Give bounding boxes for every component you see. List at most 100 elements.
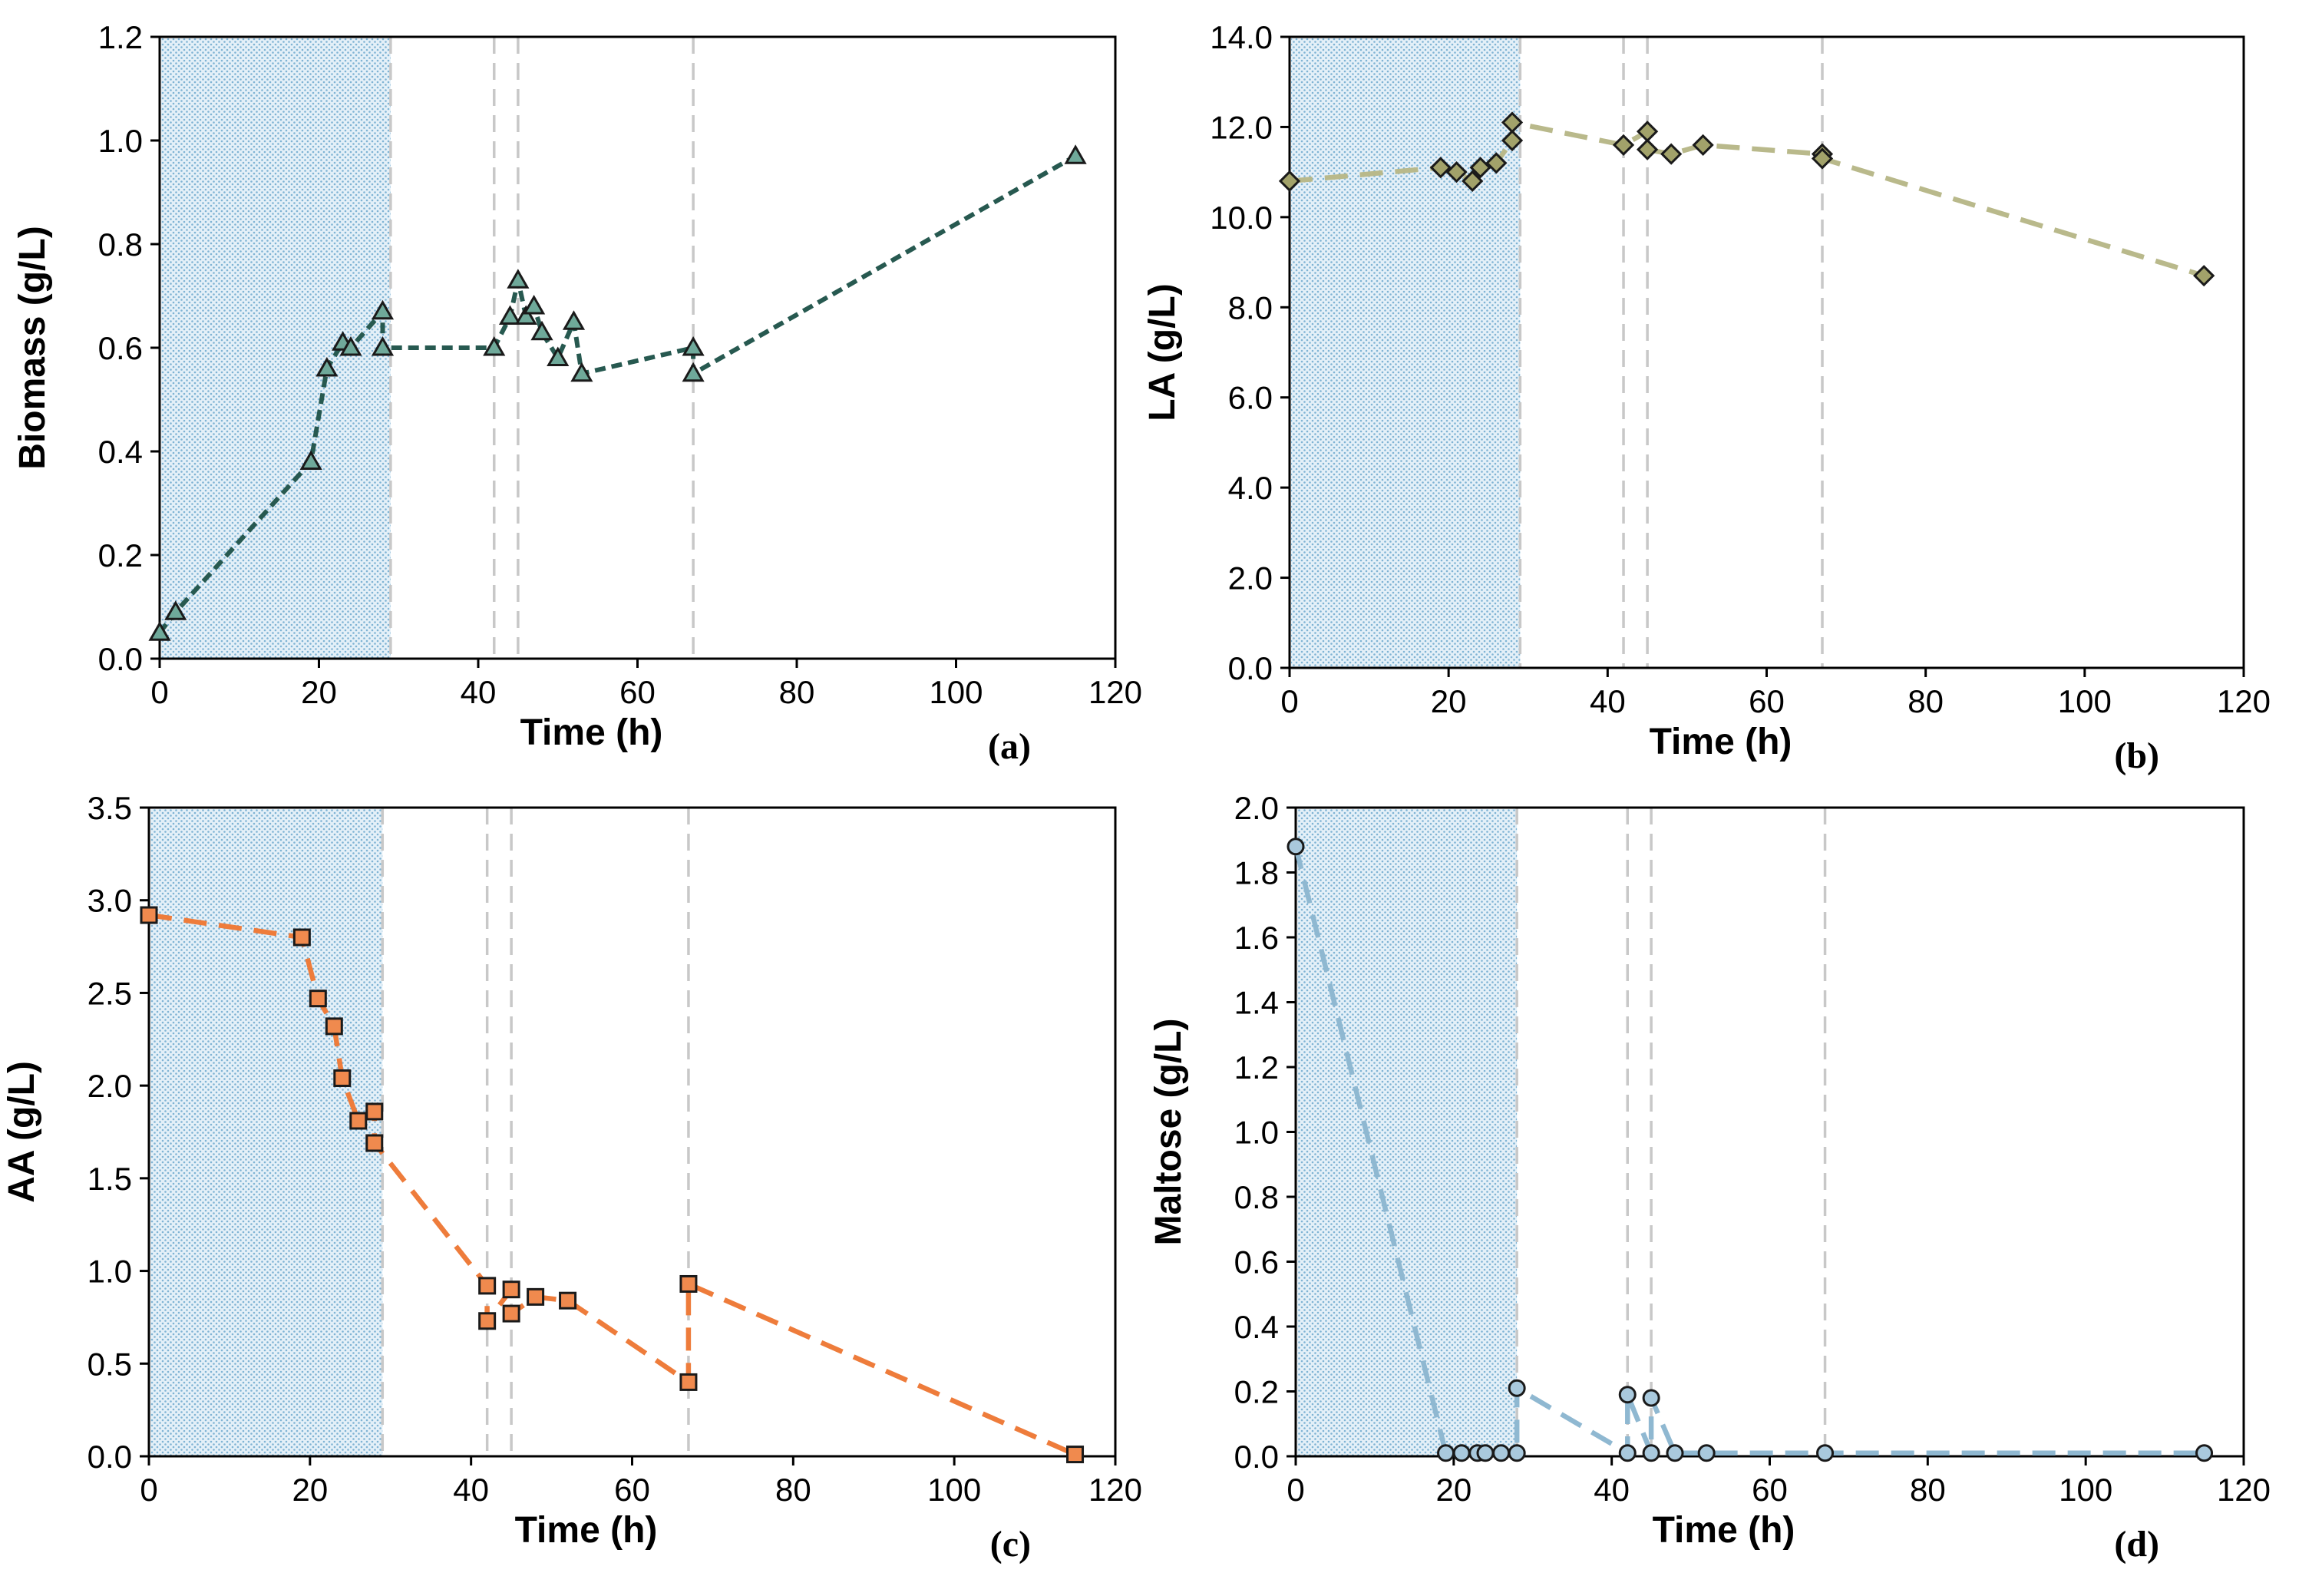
y-axis-title: AA (g/L) — [2, 1061, 42, 1203]
y-tick-label: 0.5 — [88, 1346, 132, 1382]
data-point — [570, 362, 593, 382]
y-tick-label: 10.0 — [1210, 200, 1273, 236]
data-point — [365, 1134, 384, 1152]
data-point — [1501, 129, 1524, 152]
y-tick-label: 0.0 — [1234, 1439, 1279, 1475]
y-tick-label: 1.6 — [1234, 920, 1279, 956]
y-tick-label: 12.0 — [1210, 109, 1273, 145]
data-point — [1278, 170, 1301, 193]
y-tick-label: 0.0 — [88, 1439, 132, 1475]
x-tick-label: 80 — [779, 674, 815, 710]
data-point — [1612, 134, 1635, 157]
panel-c: 0 20 40 60 80 100 120 0.0 0.5 1.0 1.5 2.0 2.5 3.0 3.5 T… — [2, 790, 1142, 1565]
y-tick-label: 1.0 — [98, 123, 143, 159]
data-point — [365, 1102, 384, 1121]
shaded-region — [150, 809, 383, 1456]
data-point — [371, 335, 395, 356]
y-tick-label: 0.8 — [1234, 1179, 1279, 1215]
data-point — [148, 621, 171, 641]
data-point — [371, 299, 395, 320]
data-point — [1469, 157, 1491, 179]
y-tick-label: 1.5 — [88, 1161, 132, 1197]
data-point — [339, 335, 362, 356]
panel-label: (a) — [988, 726, 1031, 767]
x-tick-label: 40 — [1594, 1472, 1630, 1508]
x-axis-title: Time (h) — [515, 1510, 658, 1551]
data-point — [679, 1274, 698, 1293]
data-point — [502, 1304, 520, 1323]
data-point — [1692, 134, 1714, 157]
data-point — [1697, 1444, 1716, 1462]
x-tick-label: 0 — [150, 674, 168, 710]
data-point — [315, 356, 339, 377]
data-point — [1816, 1444, 1835, 1462]
x-tick-label: 40 — [1590, 683, 1626, 719]
data-point — [527, 1287, 545, 1306]
x-tick-label: 80 — [1910, 1472, 1946, 1508]
y-tick-label: 0.4 — [1234, 1309, 1279, 1345]
data-point — [1508, 1444, 1526, 1462]
x-tick-label: 0 — [1280, 683, 1298, 719]
x-axis-title: Time (h) — [520, 712, 663, 753]
panel-label: (b) — [2114, 735, 2159, 776]
y-tick-label: 0.0 — [98, 641, 143, 677]
x-tick-label: 40 — [453, 1472, 489, 1508]
y-tick-label: 0.6 — [98, 330, 143, 366]
data-point — [1660, 143, 1683, 165]
data-point — [1287, 838, 1305, 856]
y-tick-label: 4.0 — [1228, 470, 1273, 506]
data-point — [1437, 1444, 1455, 1462]
y-axis-title: LA (g/L) — [1142, 283, 1183, 421]
data-point — [1462, 170, 1484, 193]
y-tick-label: 6.0 — [1228, 380, 1273, 416]
shaded-region — [1291, 38, 1521, 668]
data-point — [498, 305, 522, 325]
data-point — [2193, 265, 2215, 287]
data-point — [1476, 1444, 1495, 1462]
data-point — [164, 600, 187, 620]
data-point — [309, 990, 327, 1008]
data-point — [523, 294, 546, 315]
x-tick-label: 80 — [1907, 683, 1944, 719]
panel-b: 0 20 40 60 80 100 120 0.0 2.0 4.0 6.0 8.0 10.0 12.0 14… — [1142, 19, 2271, 776]
panel-label: (d) — [2114, 1524, 2159, 1565]
y-tick-label: 1.0 — [1234, 1115, 1279, 1151]
data-point — [559, 1291, 577, 1310]
x-tick-label: 100 — [927, 1472, 981, 1508]
data-point — [140, 906, 158, 924]
data-point — [1064, 144, 1087, 164]
y-tick-label: 1.2 — [1234, 1049, 1279, 1085]
x-tick-label: 120 — [1088, 1472, 1142, 1508]
x-tick-label: 0 — [140, 1472, 157, 1508]
x-tick-label: 20 — [301, 674, 337, 710]
y-tick-label: 0.4 — [98, 434, 143, 470]
data-point — [478, 1312, 497, 1330]
data-point — [682, 362, 705, 382]
y-axis-title: Biomass (g/L) — [12, 226, 53, 469]
data-point — [483, 335, 506, 356]
data-point — [1445, 161, 1468, 183]
y-tick-label: 8.0 — [1228, 289, 1273, 325]
data-point — [1642, 1444, 1660, 1462]
data-point — [1618, 1386, 1637, 1404]
y-tick-label: 2.0 — [1228, 560, 1273, 596]
x-tick-label: 60 — [614, 1472, 650, 1508]
x-tick-label: 100 — [2059, 1472, 2112, 1508]
x-axis-title: Time (h) — [1650, 722, 1792, 762]
x-tick-label: 20 — [292, 1472, 328, 1508]
x-tick-label: 120 — [2217, 683, 2271, 719]
data-point — [514, 305, 537, 325]
x-tick-label: 20 — [1431, 683, 1467, 719]
data-point — [1429, 157, 1452, 179]
data-point — [1618, 1444, 1637, 1462]
panel-d: 0 20 40 60 80 100 120 0.0 0.2 0.4 0.6 0.8 1.0 1.2 1.4 1… — [1148, 790, 2271, 1565]
data-point — [478, 1277, 497, 1295]
x-tick-label: 0 — [1287, 1472, 1304, 1508]
data-point — [349, 1112, 368, 1130]
data-point — [1501, 111, 1524, 134]
y-tick-label: 2.0 — [1234, 790, 1279, 826]
y-tick-label: 2.5 — [88, 975, 132, 1011]
data-point — [299, 450, 322, 470]
data-point — [2195, 1444, 2214, 1462]
